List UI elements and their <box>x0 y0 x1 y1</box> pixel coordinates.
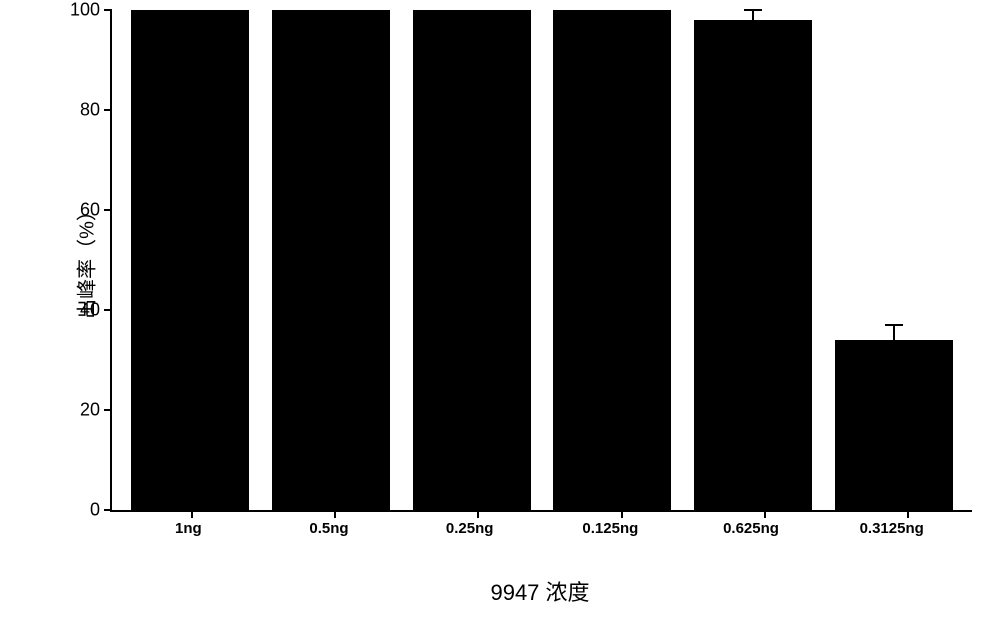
y-tick <box>104 409 112 411</box>
bar-slot <box>120 10 261 510</box>
x-tick <box>907 510 909 518</box>
y-tick-label: 40 <box>80 300 100 321</box>
bar <box>694 20 812 510</box>
x-tick <box>764 510 766 518</box>
error-cap <box>744 9 762 11</box>
x-tick <box>191 510 193 518</box>
x-tick-label: 0.3125ng <box>821 520 962 537</box>
bar <box>553 10 671 510</box>
bar-slot <box>683 10 824 510</box>
y-tick <box>104 309 112 311</box>
plot-area: 020406080100 <box>110 10 972 512</box>
x-tick <box>621 510 623 518</box>
x-tick-label: 0.125ng <box>540 520 681 537</box>
y-tick <box>104 109 112 111</box>
bars-group <box>112 10 972 510</box>
bar <box>413 10 531 510</box>
bar-slot <box>823 10 964 510</box>
y-tick-label: 0 <box>90 500 100 521</box>
y-tick-label: 80 <box>80 100 100 121</box>
bar-slot <box>261 10 402 510</box>
chart-container: 出峰率（%） 020406080100 1ng0.5ng0.25ng0.125n… <box>0 0 1000 633</box>
bar <box>835 340 953 510</box>
y-tick <box>104 509 112 511</box>
x-tick-label: 0.25ng <box>399 520 540 537</box>
y-tick-label: 20 <box>80 400 100 421</box>
bar <box>272 10 390 510</box>
y-tick-label: 60 <box>80 200 100 221</box>
y-tick <box>104 9 112 11</box>
bar-slot <box>542 10 683 510</box>
x-tick-label: 0.5ng <box>259 520 400 537</box>
y-tick-label: 100 <box>70 0 100 21</box>
error-cap <box>885 324 903 326</box>
x-tick <box>477 510 479 518</box>
bar <box>131 10 249 510</box>
bar-slot <box>401 10 542 510</box>
error-bar <box>893 325 895 340</box>
x-labels-row: 1ng0.5ng0.25ng0.125ng0.625ng0.3125ng <box>110 520 970 537</box>
x-axis-title: 9947 浓度 <box>110 575 970 607</box>
x-tick-label: 1ng <box>118 520 259 537</box>
y-tick <box>104 209 112 211</box>
x-tick <box>334 510 336 518</box>
error-bar <box>752 10 754 20</box>
x-tick-label: 0.625ng <box>681 520 822 537</box>
